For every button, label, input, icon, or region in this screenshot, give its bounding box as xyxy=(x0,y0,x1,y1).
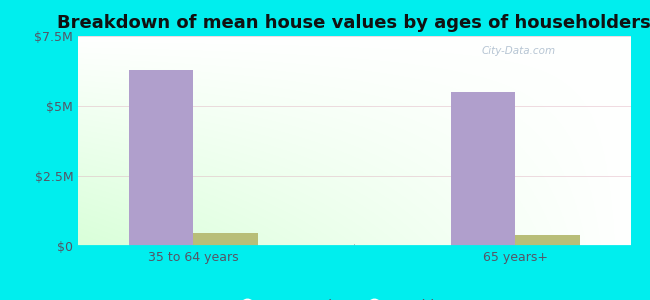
Text: City-Data.com: City-Data.com xyxy=(481,46,556,56)
Legend: Hunts Point, Washington: Hunts Point, Washington xyxy=(228,294,480,300)
Bar xyxy=(451,92,515,246)
Bar xyxy=(193,232,257,246)
Title: Breakdown of mean house values by ages of householders: Breakdown of mean house values by ages o… xyxy=(57,14,650,32)
Bar xyxy=(515,235,580,246)
Bar xyxy=(129,70,193,246)
